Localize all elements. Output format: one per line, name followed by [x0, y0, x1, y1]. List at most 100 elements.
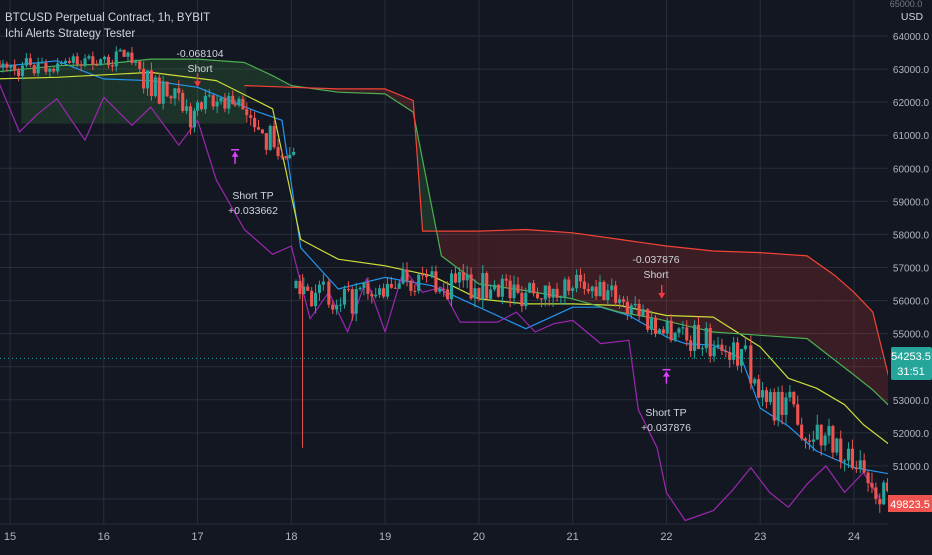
cloud-segment [145, 60, 147, 124]
cloud-segment [449, 231, 451, 263]
price-tick-label: 55000.0 [893, 330, 930, 341]
price-tick-label: 61000.0 [893, 131, 930, 142]
time-tick-label: 18 [285, 531, 297, 543]
candle-body [394, 288, 397, 289]
candle-body [298, 281, 301, 294]
candle-body [784, 397, 787, 414]
candle-body [231, 96, 234, 104]
cloud-segment [777, 254, 779, 337]
cloud-segment [541, 231, 543, 294]
cloud-segment [862, 300, 864, 382]
candle-body [732, 342, 735, 359]
candle-body [591, 287, 594, 292]
candle-body [29, 58, 32, 65]
cloud-segment [726, 251, 728, 333]
candle-body [5, 64, 8, 68]
cloud-segment [820, 265, 822, 350]
candle-body [777, 392, 780, 421]
cloud-segment [850, 289, 852, 374]
candle-body [497, 285, 500, 297]
candle-body [477, 288, 480, 299]
candle-body [241, 99, 244, 109]
cloud-segment [554, 231, 556, 295]
candle-body [177, 88, 180, 93]
candle-body [812, 439, 815, 441]
candle-body [269, 126, 272, 150]
cloud-segment [869, 308, 871, 388]
cloud-segment [865, 304, 867, 385]
cloud-segment [741, 252, 743, 334]
candle-body [563, 279, 566, 296]
candle-body [555, 289, 558, 298]
candle-body [257, 127, 260, 129]
cloud-segment [783, 254, 785, 337]
cloud-segment [83, 65, 85, 124]
cloud-segment [376, 89, 378, 94]
candle-body [446, 289, 449, 299]
candle-body [189, 106, 192, 127]
cloud-segment [730, 252, 732, 334]
candle-body [831, 426, 834, 452]
cloud-segment [64, 65, 66, 123]
cloud-segment [115, 63, 117, 124]
cloud-segment [492, 231, 494, 287]
cloud-segment [214, 60, 216, 123]
cloud-segment [169, 59, 171, 123]
candle-body [68, 61, 71, 63]
candle-body [827, 426, 830, 435]
cloud-segment [61, 66, 63, 124]
cloud-segment [833, 274, 835, 360]
cloud-segment [27, 69, 29, 124]
candle-body [602, 282, 605, 300]
cloud-segment [537, 230, 539, 293]
countdown-value: 31:51 [897, 366, 925, 378]
candle-body [587, 289, 590, 291]
candle-body [273, 126, 276, 147]
symbol-title: BTCUSD Perpetual Contract, 1h, BYBIT [5, 12, 210, 24]
candle-body [306, 287, 309, 291]
candle-body [839, 439, 842, 462]
cloud-segment [220, 61, 222, 124]
candle-body [327, 282, 330, 305]
candle-body [154, 77, 157, 96]
candle-body [466, 274, 469, 280]
cloud-segment [477, 231, 479, 284]
candle-body [76, 56, 79, 64]
current-price-badge: 54253.5 31:51 [891, 347, 932, 380]
cloud-segment [612, 238, 614, 310]
cloud-segment [680, 247, 682, 324]
candle-body [575, 275, 578, 288]
cloud-segment [815, 261, 817, 346]
candle-body [115, 51, 118, 66]
candle-body [219, 98, 222, 102]
candle-body [681, 327, 684, 328]
cloud-segment [267, 73, 269, 86]
price-tick-label: 52000.0 [893, 429, 930, 440]
cloud-segment [70, 65, 72, 123]
cloud-segment [216, 60, 218, 123]
candle-body [820, 425, 823, 446]
candle-body [481, 273, 484, 299]
candle-body [64, 61, 67, 63]
candle-body [284, 156, 287, 158]
cloud-segment [590, 235, 592, 304]
candle-body [351, 289, 354, 313]
candle-body [458, 272, 461, 283]
cloud-segment [138, 60, 140, 123]
candle-body [33, 65, 36, 73]
cloud-segment [383, 89, 385, 94]
candle-body [374, 295, 377, 297]
cloud-segment [409, 99, 411, 111]
time-tick-label: 24 [848, 531, 860, 543]
candle-body [421, 275, 424, 276]
candle-body [454, 273, 457, 282]
cloud-segment [460, 231, 462, 271]
cloud-segment [809, 257, 811, 341]
cloud-segment [691, 249, 693, 328]
candle-body [662, 329, 665, 333]
candle-body [835, 439, 838, 453]
cloud-segment [368, 89, 370, 93]
currency-label: USD [901, 11, 924, 23]
